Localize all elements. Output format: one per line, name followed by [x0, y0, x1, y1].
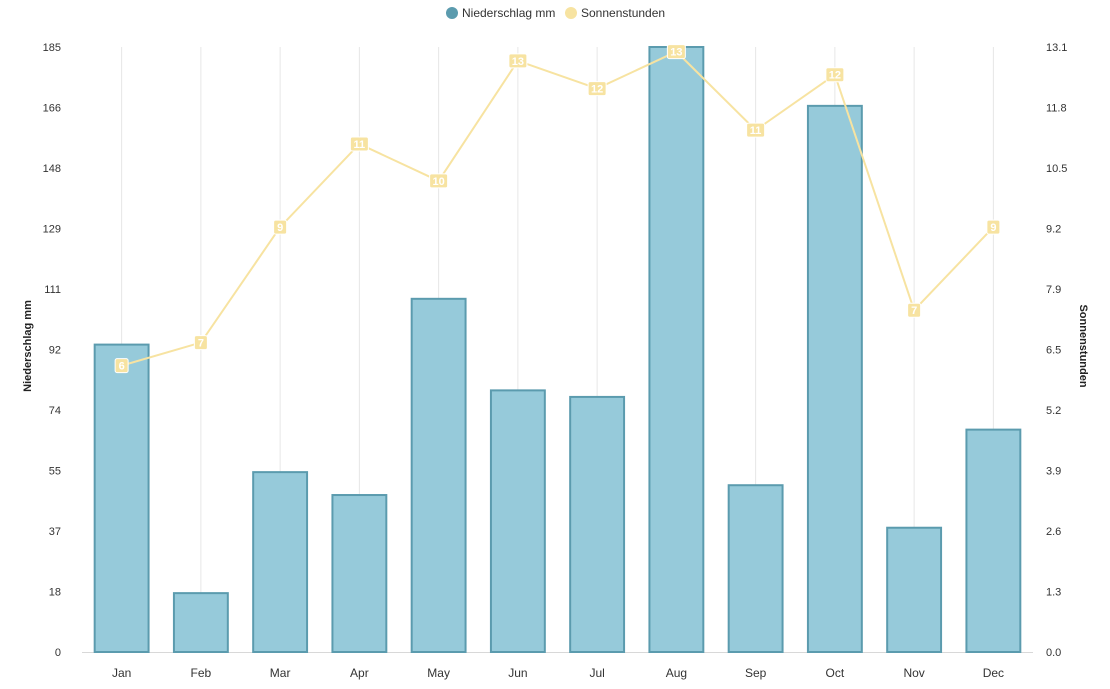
data-label-oct: 12: [829, 70, 841, 82]
bar-series-niederschlag: [93, 46, 1022, 654]
left-axis-ticks: 0 18 37 55 74 92 111 129 148 166 185: [43, 42, 61, 659]
bar-may[interactable]: [410, 297, 467, 653]
bar-apr[interactable]: [331, 494, 388, 654]
x-tick-label: May: [427, 666, 450, 680]
point-jan[interactable]: [114, 358, 129, 374]
right-tick-label: 5.2: [1046, 405, 1061, 417]
right-tick-label: 2.6: [1046, 526, 1061, 538]
point-dec[interactable]: [986, 219, 1001, 235]
legend: Niederschlag mm Sonnenstunden: [446, 6, 665, 20]
x-tick-label: Sep: [745, 666, 767, 680]
right-tick-label: 11.8: [1046, 103, 1067, 115]
data-label-jun: 13: [512, 56, 524, 68]
point-jun[interactable]: [508, 53, 528, 69]
x-tick-label: Dec: [983, 666, 1004, 680]
right-axis-ticks: 0.0 1.3 2.6 3.9 5.2 6.5 7.9 9.2 10.5 11.8 13.1: [1046, 42, 1067, 659]
left-tick-label: 92: [49, 345, 61, 357]
x-tick-label: Jan: [112, 666, 131, 680]
bar-jul[interactable]: [569, 395, 626, 653]
bar-jan[interactable]: [93, 343, 150, 653]
left-tick-label: 148: [43, 163, 61, 175]
left-tick-label: 55: [49, 466, 61, 478]
point-jul[interactable]: [587, 81, 607, 97]
data-label-dec: 9: [990, 222, 996, 234]
left-axis-title: Niederschlag mm: [22, 300, 34, 392]
point-feb[interactable]: [193, 335, 208, 351]
bar-oct[interactable]: [806, 104, 863, 653]
right-tick-label: 7.9: [1046, 284, 1061, 296]
bar-feb[interactable]: [172, 592, 229, 653]
right-tick-label: 9.2: [1046, 224, 1061, 236]
point-nov[interactable]: [907, 302, 922, 318]
data-label-aug: 13: [670, 47, 682, 59]
point-aug[interactable]: [666, 44, 686, 60]
data-label-feb: 7: [198, 338, 204, 350]
right-tick-label: 13.1: [1046, 42, 1067, 54]
point-oct[interactable]: [825, 67, 845, 83]
left-tick-label: 166: [43, 103, 61, 115]
right-tick-label: 1.3: [1046, 587, 1061, 599]
bar-aug[interactable]: [648, 46, 705, 653]
right-tick-label: 3.9: [1046, 466, 1061, 478]
bar-dec[interactable]: [965, 428, 1022, 653]
x-tick-label: Nov: [903, 666, 924, 680]
x-tick-label: Apr: [350, 666, 369, 680]
data-label-sep: 11: [750, 125, 762, 137]
point-apr[interactable]: [349, 136, 369, 152]
left-tick-label: 129: [43, 224, 61, 236]
left-tick-label: 37: [49, 526, 61, 538]
legend-label-sonnenstunden[interactable]: Sonnenstunden: [581, 6, 665, 20]
bar-jun[interactable]: [489, 389, 546, 653]
point-mar[interactable]: [273, 219, 288, 235]
right-axis-title: Sonnenstunden: [1077, 304, 1089, 387]
bar-sep[interactable]: [727, 484, 784, 653]
x-tick-label: Jun: [508, 666, 527, 680]
right-tick-label: 6.5: [1046, 345, 1061, 357]
bar-mar[interactable]: [252, 471, 309, 653]
left-tick-label: 18: [49, 587, 61, 599]
legend-marker-sonnenstunden[interactable]: [565, 7, 577, 19]
left-tick-label: 111: [44, 284, 61, 296]
data-label-nov: 7: [911, 305, 917, 317]
data-label-jul: 12: [591, 84, 603, 96]
x-tick-label: Aug: [666, 666, 687, 680]
sonnenstunden-line: [121, 50, 995, 367]
bar-nov[interactable]: [886, 526, 943, 654]
left-tick-label: 185: [43, 42, 61, 54]
line-series-sonnenstunden: 6 7 9 11 10 13 12 13 11 12 7 9: [114, 44, 1001, 374]
right-tick-label: 10.5: [1046, 163, 1067, 175]
data-label-mar: 9: [277, 222, 283, 234]
right-tick-label: 0.0: [1046, 647, 1061, 659]
x-tick-label: Jul: [589, 666, 604, 680]
x-tick-label: Oct: [826, 666, 845, 680]
x-axis-labels: Jan Feb Mar Apr May Jun Jul Aug Sep Oct Nov Dec: [112, 666, 1004, 680]
left-tick-label: 0: [55, 647, 61, 659]
x-tick-label: Mar: [270, 666, 291, 680]
x-tick-label: Feb: [191, 666, 212, 680]
data-label-jan: 6: [119, 361, 125, 373]
data-label-apr: 11: [354, 139, 366, 151]
point-may[interactable]: [429, 173, 449, 189]
legend-marker-niederschlag[interactable]: [446, 7, 458, 19]
legend-label-niederschlag[interactable]: Niederschlag mm: [462, 6, 555, 20]
point-sep[interactable]: [746, 122, 766, 138]
left-tick-label: 74: [49, 405, 61, 417]
data-label-may: 10: [433, 176, 445, 188]
